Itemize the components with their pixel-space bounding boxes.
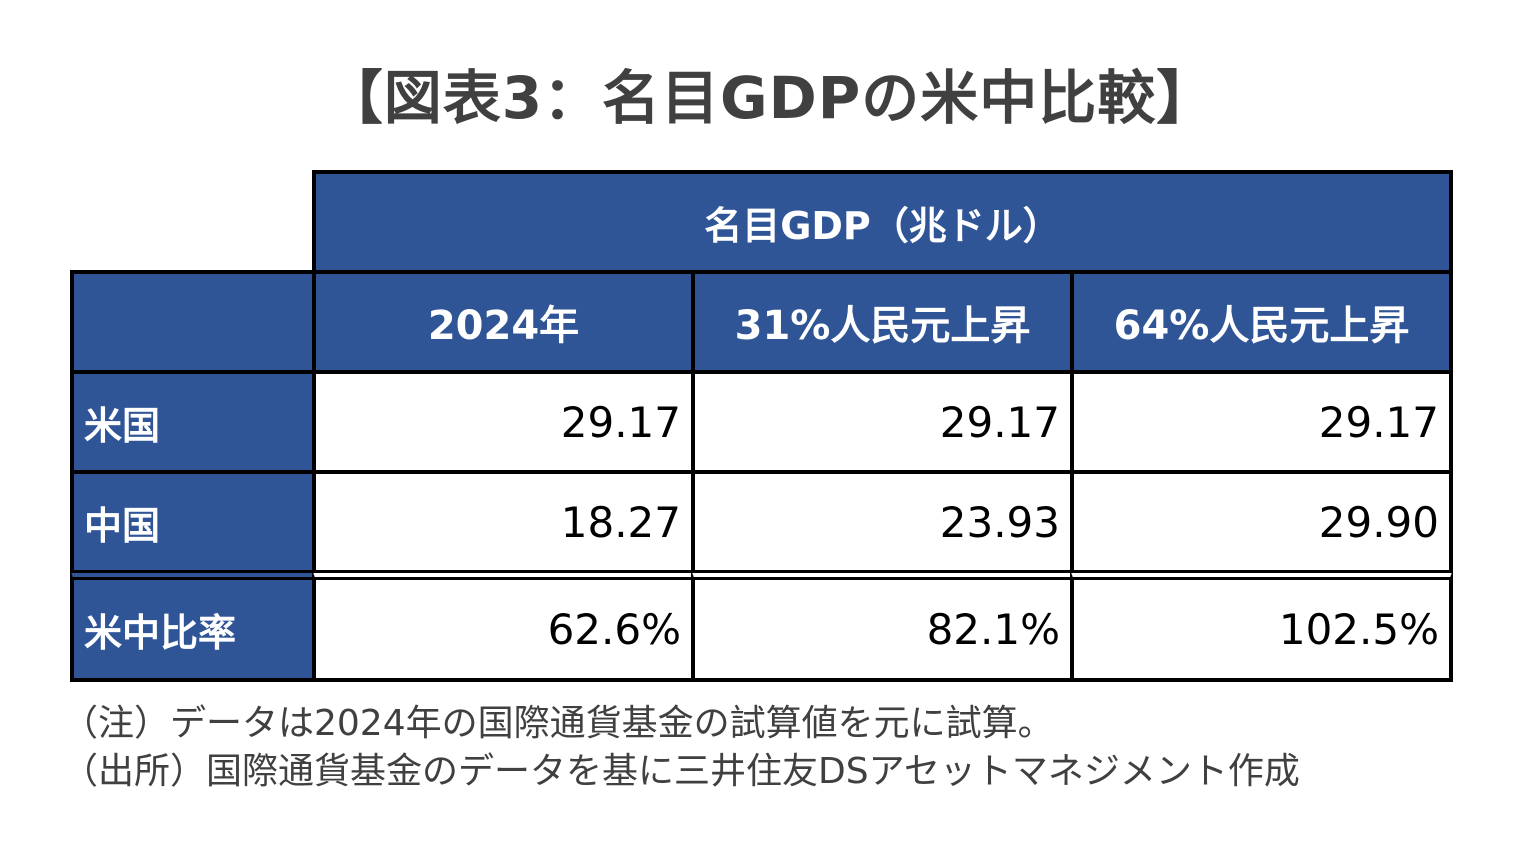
- column-header-2024: 2024年: [312, 270, 695, 374]
- header-group-nominal-gdp: 名目GDP（兆ドル）: [312, 170, 1453, 274]
- column-header-31pct: 31%人民元上昇: [691, 270, 1074, 374]
- footnote-note: （注）データは2024年の国際通貨基金の試算値を元に試算。: [62, 703, 1054, 744]
- row-header-label: 米中比率: [84, 610, 237, 655]
- cell-value: 29.90: [1318, 497, 1439, 547]
- table-cell: 18.27: [312, 470, 695, 574]
- column-header-label: 2024年: [427, 303, 580, 349]
- table-cell: 102.5%: [1070, 570, 1453, 682]
- cell-value: 29.17: [939, 397, 1060, 447]
- row-header-us: 米国: [70, 370, 316, 474]
- row-header-china: 中国: [70, 470, 316, 574]
- cell-value: 29.17: [1318, 397, 1439, 447]
- header-corner-cell: [70, 270, 316, 374]
- table-cell: 29.17: [1070, 370, 1453, 474]
- footnotes: （注）データは2024年の国際通貨基金の試算値を元に試算。 （出所）国際通貨基金…: [62, 700, 1300, 796]
- table-cell: 29.90: [1070, 470, 1453, 574]
- gdp-comparison-table: 名目GDP（兆ドル） 2024年 31%人民元上昇 64%人民元上昇 米国 29…: [70, 170, 1453, 682]
- cell-value: 62.6%: [547, 604, 681, 654]
- column-header-64pct: 64%人民元上昇: [1070, 270, 1453, 374]
- table-cell: 29.17: [312, 370, 695, 474]
- table-cell: 29.17: [691, 370, 1074, 474]
- table-cell: 23.93: [691, 470, 1074, 574]
- cell-value: 82.1%: [926, 604, 1060, 654]
- column-header-label: 64%人民元上昇: [1113, 303, 1410, 349]
- cell-value: 23.93: [939, 497, 1060, 547]
- chart-title: 【図表3：名目GDPの米中比較】: [324, 64, 1216, 132]
- header-group-label: 名目GDP（兆ドル）: [704, 203, 1061, 248]
- row-header-ratio: 米中比率: [70, 570, 316, 682]
- row-header-label: 米国: [84, 403, 161, 448]
- row-header-label: 中国: [84, 503, 161, 548]
- cell-value: 102.5%: [1278, 604, 1439, 654]
- table-cell: 82.1%: [691, 570, 1074, 682]
- footnote-source: （出所）国際通貨基金のデータを基に三井住友DSアセットマネジメント作成: [62, 751, 1300, 792]
- column-header-label: 31%人民元上昇: [734, 303, 1031, 349]
- cell-value: 18.27: [560, 497, 681, 547]
- table-cell: 62.6%: [312, 570, 695, 682]
- cell-value: 29.17: [560, 397, 681, 447]
